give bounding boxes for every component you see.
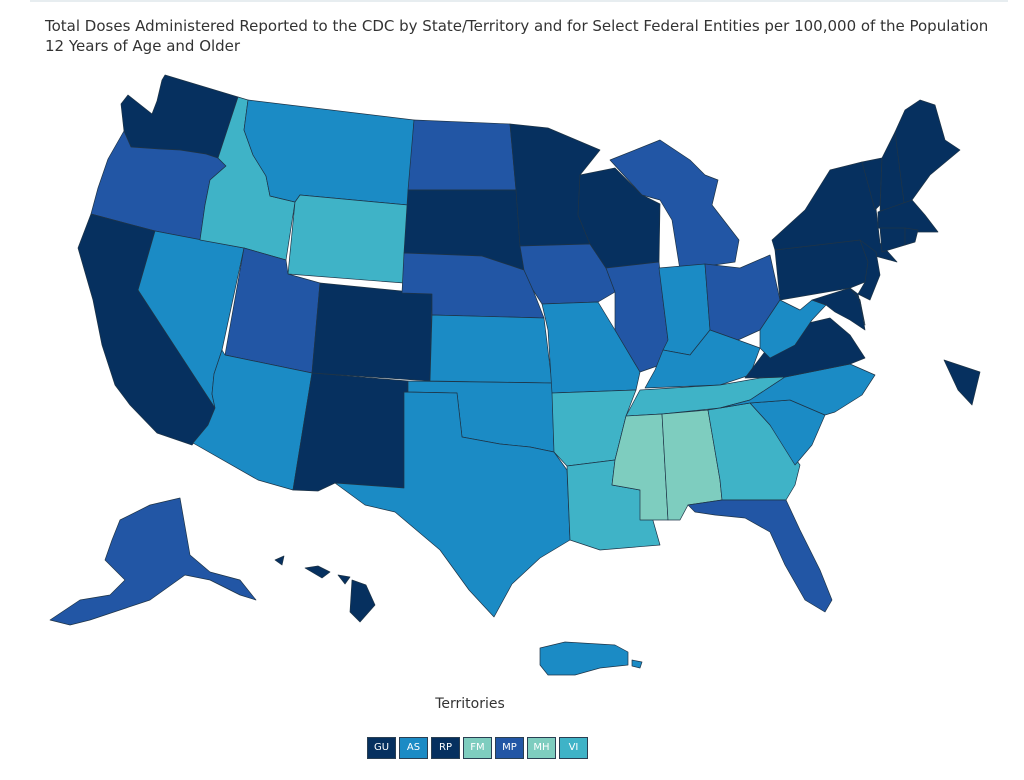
state-ri[interactable] (904, 227, 919, 246)
state-me[interactable] (894, 99, 961, 211)
state-wv[interactable] (759, 299, 827, 359)
state-hi[interactable] (274, 555, 376, 623)
top-divider (30, 0, 1008, 2)
state-ks[interactable] (429, 314, 553, 384)
territory-fm[interactable]: FM (463, 737, 492, 759)
territory-gu[interactable]: GU (367, 737, 396, 759)
state-wa[interactable] (120, 74, 239, 159)
state-tx[interactable] (334, 391, 571, 618)
state-ky[interactable] (644, 329, 761, 389)
state-nm[interactable] (292, 372, 409, 492)
territory-vi[interactable]: VI (559, 737, 588, 759)
state-ak[interactable] (49, 497, 257, 626)
map-title: Total Doses Administered Reported to the… (45, 17, 989, 55)
state-co[interactable] (311, 282, 433, 382)
state-dc[interactable] (943, 359, 981, 406)
state-mo[interactable] (541, 301, 641, 394)
territory-mh[interactable]: MH (527, 737, 556, 759)
state-nj[interactable] (857, 239, 881, 301)
state-nd[interactable] (407, 119, 517, 191)
state-mt[interactable] (243, 99, 415, 206)
state-fl[interactable] (687, 499, 833, 613)
state-mi[interactable] (609, 139, 740, 271)
territory-mp[interactable]: MP (495, 737, 524, 759)
state-de[interactable] (849, 287, 866, 326)
state-wy[interactable] (287, 194, 409, 284)
territory-rp[interactable]: RP (431, 737, 460, 759)
state-ny[interactable] (771, 161, 898, 263)
territory-as[interactable]: AS (399, 737, 428, 759)
state-ct[interactable] (879, 227, 906, 253)
state-nc[interactable] (719, 363, 876, 416)
state-ma[interactable] (877, 199, 939, 233)
territories-legend: GU AS RP FM MP MH VI (367, 737, 588, 759)
state-pr[interactable] (539, 641, 643, 676)
territories-label: Territories (435, 696, 505, 712)
